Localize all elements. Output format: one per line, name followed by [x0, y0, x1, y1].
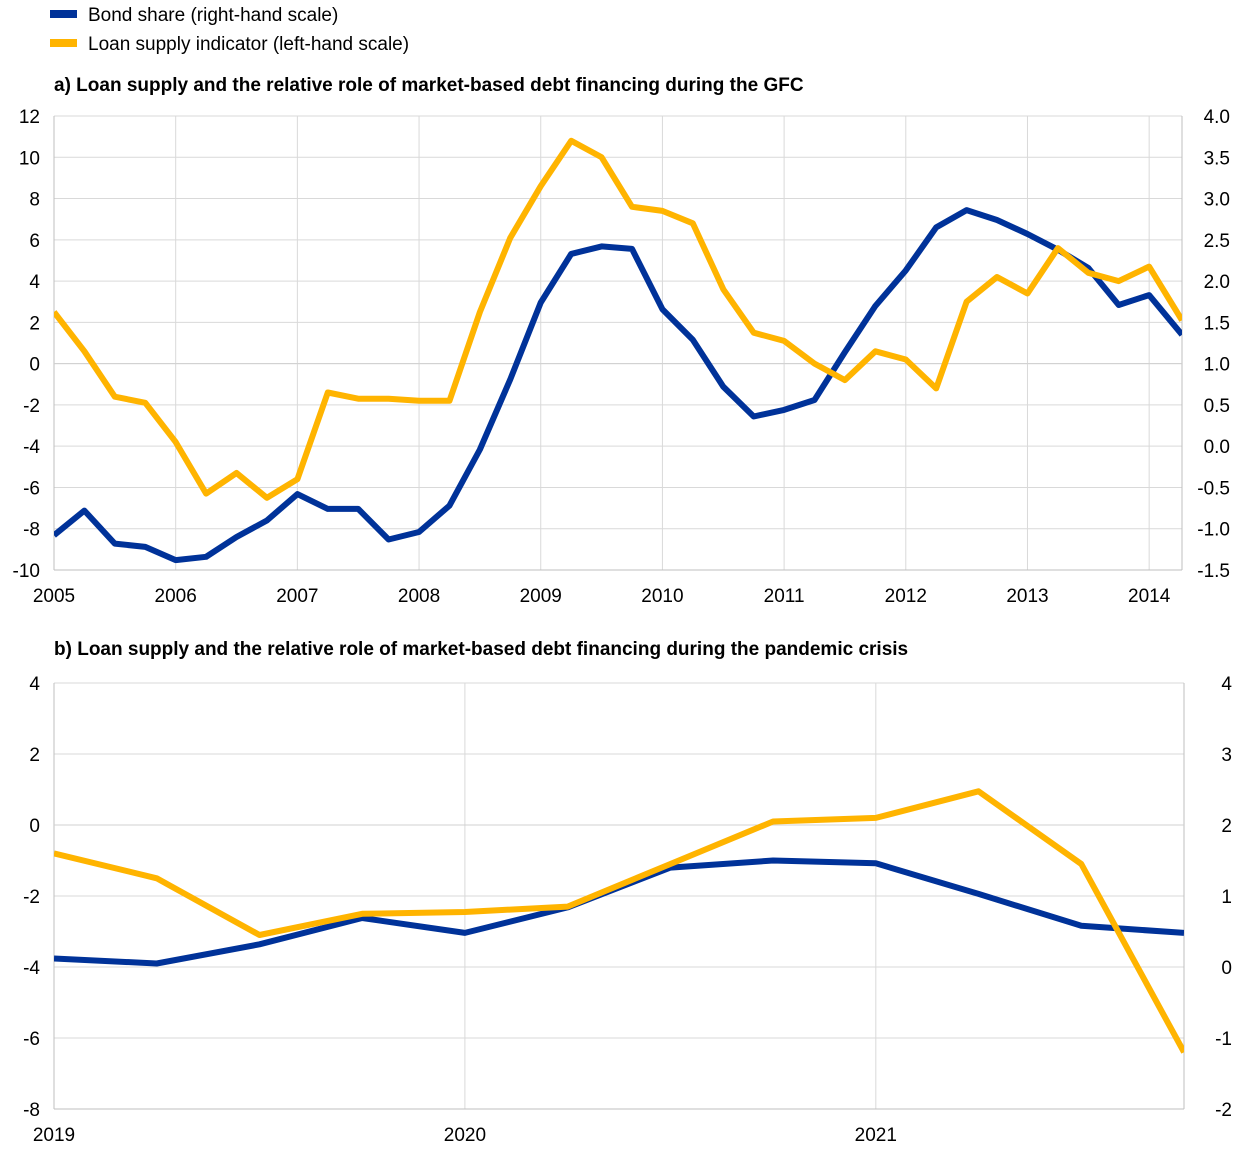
x-tick-label: 2012	[885, 586, 927, 607]
x-tick-label: 2014	[1128, 586, 1171, 607]
legend-swatch	[50, 10, 77, 18]
x-tick-label: 2013	[1006, 586, 1048, 607]
left-tick-label: 2	[29, 745, 40, 766]
left-tick-label: 12	[19, 107, 40, 128]
x-tick-label: 2006	[155, 586, 197, 607]
x-tick-label: 2020	[444, 1125, 486, 1146]
left-tick-label: -8	[23, 1100, 40, 1121]
left-tick-label: 0	[29, 816, 40, 837]
left-tick-label: 2	[29, 313, 40, 334]
legend: Bond share (right-hand scale) Loan supply…	[50, 5, 409, 55]
panel-b: b) Loan supply and the relative role of …	[23, 639, 1232, 1146]
right-tick-label: 3	[1221, 745, 1232, 766]
x-tick-label: 2010	[641, 586, 683, 607]
right-tick-label: -0.5	[1197, 478, 1230, 499]
left-tick-label: -4	[23, 958, 40, 979]
right-tick-label: -1.5	[1197, 561, 1230, 582]
panel-title: b) Loan supply and the relative role of …	[54, 639, 908, 660]
x-tick-label: 2008	[398, 586, 440, 607]
panel-a: a) Loan supply and the relative role of …	[13, 75, 1230, 607]
right-tick-label: 1	[1221, 887, 1232, 908]
left-tick-label: -6	[23, 478, 40, 499]
right-tick-label: -1.0	[1197, 520, 1230, 541]
legend-label: Bond share (right-hand scale)	[88, 5, 338, 26]
x-tick-label: 2021	[855, 1125, 897, 1146]
left-tick-label: -6	[23, 1029, 40, 1050]
right-tick-label: 3.0	[1204, 190, 1230, 211]
right-tick-label: 4	[1221, 674, 1232, 695]
right-tick-label: 2.0	[1204, 272, 1230, 293]
right-tick-label: 1.0	[1204, 355, 1230, 376]
right-tick-label: 4.0	[1204, 107, 1230, 128]
right-tick-label: 0.0	[1204, 437, 1230, 458]
x-tick-label: 2019	[33, 1125, 75, 1146]
x-tick-label: 2007	[276, 586, 318, 607]
series-line-bond-share	[54, 207, 1182, 564]
left-tick-label: 6	[29, 231, 40, 252]
x-tick-label: 2005	[33, 586, 75, 607]
legend-swatch	[50, 39, 77, 47]
left-tick-label: -2	[23, 396, 40, 417]
right-tick-label: -1	[1215, 1029, 1232, 1050]
right-tick-label: 3.5	[1204, 148, 1230, 169]
x-tick-label: 2009	[520, 586, 562, 607]
right-tick-label: 2	[1221, 816, 1232, 837]
right-tick-label: 0.5	[1204, 396, 1230, 417]
left-tick-label: -2	[23, 887, 40, 908]
series-line-loan-supply	[54, 788, 1184, 1054]
right-tick-label: 1.5	[1204, 313, 1230, 334]
legend-label: Loan supply indicator (left-hand scale)	[88, 34, 409, 55]
right-tick-label: 0	[1221, 958, 1232, 979]
right-tick-label: -2	[1215, 1100, 1232, 1121]
left-tick-label: 10	[19, 148, 40, 169]
left-tick-label: -4	[23, 437, 40, 458]
left-tick-label: 0	[29, 355, 40, 376]
right-tick-label: 2.5	[1204, 231, 1230, 252]
x-tick-label: 2011	[764, 586, 805, 607]
left-tick-label: 8	[29, 190, 40, 211]
left-tick-label: 4	[29, 674, 40, 695]
left-tick-label: -8	[23, 520, 40, 541]
series-line-loan-supply	[54, 137, 1182, 501]
panel-title: a) Loan supply and the relative role of …	[54, 75, 804, 96]
left-tick-label: 4	[29, 272, 40, 293]
left-tick-label: -10	[13, 561, 40, 582]
